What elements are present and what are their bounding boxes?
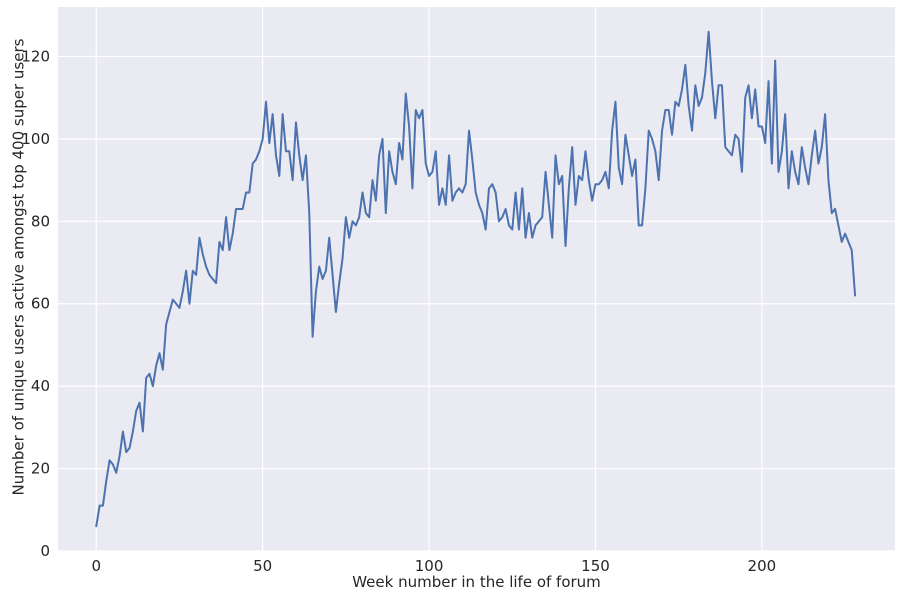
x-gridlines [95, 7, 763, 551]
y-tick-label: 40 [31, 377, 50, 395]
y-tick-label: 60 [31, 295, 50, 313]
x-tick-label: 200 [748, 557, 777, 575]
y-tick-label: 80 [31, 212, 50, 230]
y-gridlines [58, 55, 895, 552]
x-tick-labels: 0 50 100 150 200 [91, 557, 776, 575]
y-tick-label: 120 [21, 47, 50, 65]
y-tick-label: 20 [31, 460, 50, 478]
x-axis-label: Week number in the life of forum [352, 573, 601, 591]
series-layer [95, 30, 857, 528]
y-tick-label: 0 [40, 542, 50, 560]
x-tick-label: 100 [415, 557, 444, 575]
y-axis-label: Number of unique users active amongst to… [9, 38, 27, 495]
y-tick-labels: 0 20 40 60 80 100 120 [21, 47, 50, 560]
x-tick-label: 150 [581, 557, 610, 575]
x-tick-label: 50 [253, 557, 272, 575]
y-tick-label: 100 [21, 130, 50, 148]
x-tick-label: 0 [91, 557, 101, 575]
series-line [95, 30, 857, 528]
